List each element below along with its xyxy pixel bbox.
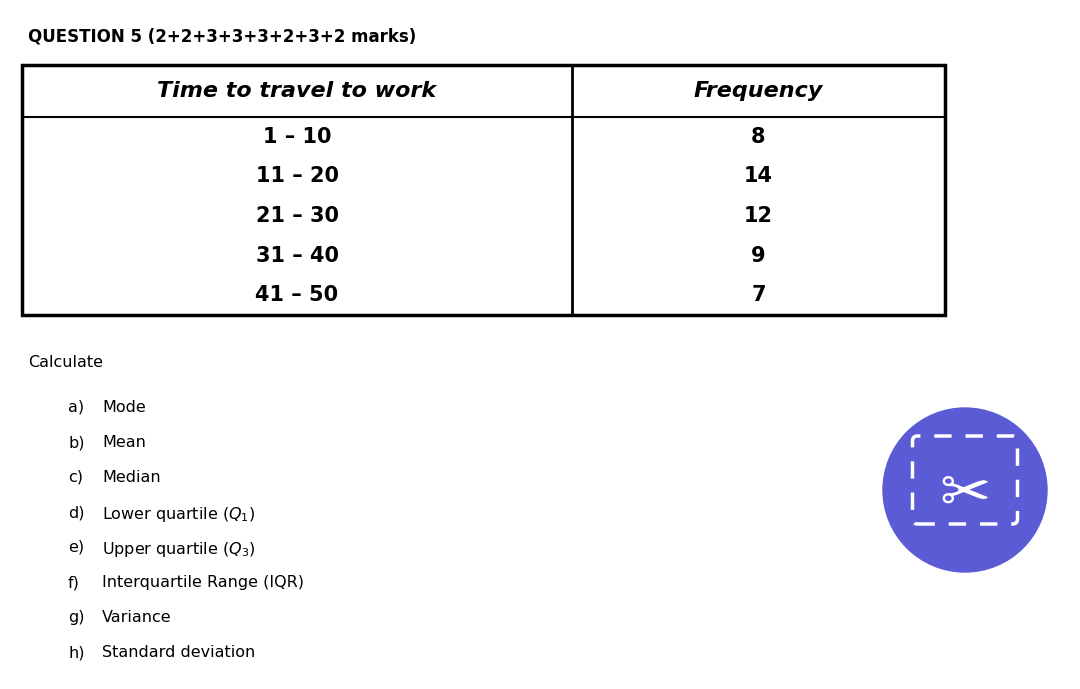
Text: g): g) — [68, 610, 84, 625]
Text: Median: Median — [102, 470, 161, 485]
Text: Interquartile Range (IQR): Interquartile Range (IQR) — [102, 575, 303, 590]
Text: ✂: ✂ — [940, 466, 990, 524]
Text: 14: 14 — [744, 167, 773, 187]
Text: 31 – 40: 31 – 40 — [256, 245, 338, 265]
Text: Frequency: Frequency — [693, 81, 823, 101]
Text: 8: 8 — [752, 127, 766, 147]
Text: 12: 12 — [744, 206, 773, 226]
Text: Mode: Mode — [102, 400, 146, 415]
Text: Upper quartile ($Q_3$): Upper quartile ($Q_3$) — [102, 540, 256, 559]
Text: Lower quartile ($Q_1$): Lower quartile ($Q_1$) — [102, 505, 255, 524]
Text: 11 – 20: 11 – 20 — [256, 167, 338, 187]
Text: 9: 9 — [752, 245, 766, 265]
Text: 41 – 50: 41 – 50 — [256, 285, 338, 305]
Text: d): d) — [68, 505, 84, 520]
Text: h): h) — [68, 645, 84, 660]
Text: 1 – 10: 1 – 10 — [262, 127, 332, 147]
Text: Variance: Variance — [102, 610, 172, 625]
Text: Calculate: Calculate — [28, 355, 103, 370]
Text: Time to travel to work: Time to travel to work — [158, 81, 436, 101]
Text: 21 – 30: 21 – 30 — [256, 206, 338, 226]
Text: QUESTION 5 (2+2+3+3+3+2+3+2 marks): QUESTION 5 (2+2+3+3+3+2+3+2 marks) — [28, 28, 416, 46]
Text: Standard deviation: Standard deviation — [102, 645, 255, 660]
Bar — [22, 65, 945, 315]
Text: f): f) — [68, 575, 80, 590]
Circle shape — [883, 408, 1047, 572]
Text: Mean: Mean — [102, 435, 146, 450]
Text: a): a) — [68, 400, 84, 415]
Text: 7: 7 — [752, 285, 766, 305]
Text: c): c) — [68, 470, 83, 485]
Text: b): b) — [68, 435, 84, 450]
Text: e): e) — [68, 540, 84, 555]
